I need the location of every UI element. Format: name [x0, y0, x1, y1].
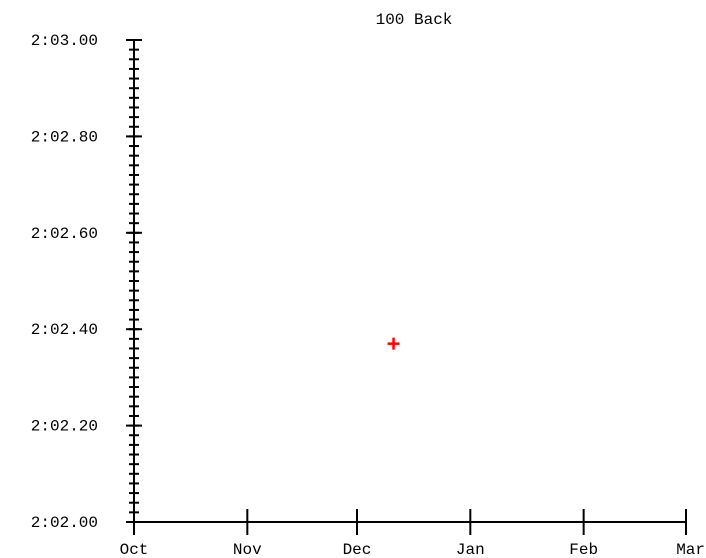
data-points — [387, 337, 400, 350]
x-tick-label: Feb — [569, 541, 598, 558]
y-tick-label: 2:02.00 — [31, 514, 98, 532]
y-tick-label: 2:02.40 — [31, 321, 98, 339]
y-major-ticks: 2:02.00 2:02.20 2:02.40 2:02.60 2:02.80 2:03.… — [31, 32, 142, 532]
x-tick-label: Mar — [676, 541, 705, 558]
x-ticks: Oct Nov Dec Jan Feb Mar — [120, 509, 705, 558]
x-tick-label: Oct — [120, 541, 149, 558]
x-tick-label: Jan — [456, 541, 485, 558]
y-tick-label: 2:03.00 — [31, 32, 98, 50]
y-tick-label: 2:02.60 — [31, 225, 98, 243]
y-tick-label: 2:02.80 — [31, 128, 98, 146]
y-tick-label: 2:02.20 — [31, 418, 98, 436]
x-tick-label: Nov — [233, 541, 262, 558]
chart-title: 100 Back — [376, 11, 453, 29]
data-point — [387, 337, 400, 350]
x-tick-label: Dec — [343, 541, 372, 558]
